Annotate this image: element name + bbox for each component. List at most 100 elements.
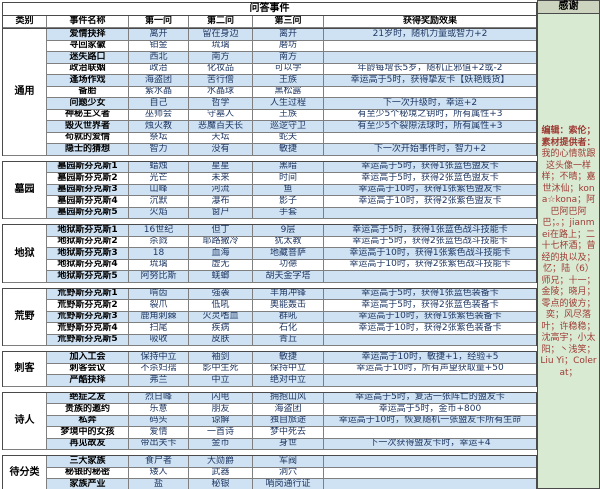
section-gap (2, 450, 537, 455)
event-name-cell: 三大家族 (47, 456, 129, 468)
answer3-cell: 羊角冲锋 (253, 288, 324, 300)
reward-cell (324, 271, 536, 283)
reward-cell: 21岁时，随机力量或智力+2 (324, 29, 536, 41)
answer1-cell: 16世纪 (129, 225, 189, 237)
section-荒野: 荒野 荒野斯芬克斯1 啃齿 强袭 羊角冲锋 幸运高于5时，获得1张蓝色装备卡 荒野斯芬克斯2… (2, 287, 537, 346)
reward-cell: 下一次获得盟友卡时，幸运+4 (324, 438, 536, 450)
answer3-cell: 黑松露 (253, 86, 324, 98)
col-header-question2: 第二问 (189, 16, 253, 28)
credits-editor: 编辑：索伦； (541, 126, 596, 136)
answer1-cell: 爱情 (129, 427, 189, 439)
answer1-cell: 裂爪 (129, 300, 189, 312)
answer2-cell: 中立 (189, 375, 253, 387)
answer2-cell: 耶路撒冷 (189, 236, 253, 248)
answer2-cell: 血海 (189, 248, 253, 260)
answer1-cell: 政治 (129, 63, 189, 75)
answer2-cell: 一首诗 (189, 427, 253, 439)
reward-cell (324, 456, 536, 468)
answer1-cell: 海盗团 (129, 75, 189, 87)
thanks-sidebar: 感谢 编辑：索伦； 素材提供者： 我的心情就跟这头像一样样；不晴；嘉世沐仙；ko… (537, 0, 600, 489)
event-name-cell: 毁灭世界者 (47, 121, 129, 133)
answer3-cell: 群吼 (253, 311, 324, 323)
answer1-cell: 火焰 (129, 207, 189, 219)
answer3-cell: 王族 (253, 109, 324, 121)
answer2-cell: 恶魔百夫长 (189, 121, 253, 133)
section-刺客: 刺客 加入工会 保持中立 袖剑 敏捷 幸运高于10时，敏捷+1，经验+5 刺客会议 不杀妇孺影… (2, 351, 537, 387)
answer1-cell: 码头 (129, 415, 189, 427)
reward-cell: 有至少5个秘境之钥时，所有属性+3 (324, 109, 536, 121)
event-name-cell: 地狱斯芬克斯4 (47, 259, 129, 271)
event-name-cell: 墓园斯芬克斯1 (47, 161, 129, 173)
reward-cell: 幸运高于5时，获得2张蓝色装备卡 (324, 300, 536, 312)
answer3-cell: 巡逻守卫 (253, 121, 324, 133)
reward-cell: 幸运高于10时，获得2张紫色战斗技能卡 (324, 259, 536, 271)
answer2-cell: 瀑布 (189, 196, 253, 208)
category-cell: 诗人 (3, 392, 47, 450)
section-gap (2, 282, 537, 288)
event-name-cell: 严酷抉择 (47, 375, 129, 387)
event-name-cell: 地狱斯芬克斯2 (47, 236, 129, 248)
reward-cell: 幸运高于10时，获得1张紫色战斗技能卡 (324, 248, 536, 260)
answer3-cell: 奥能轰击 (253, 300, 324, 312)
answer1-cell: 扫尾 (129, 323, 189, 335)
answer3-cell: 哨岗通行证 (253, 479, 324, 489)
answer3-cell: 海盗团 (253, 404, 324, 416)
reward-cell: 幸运高于5时，金币+800 (324, 404, 536, 416)
answer1-cell: 盐 (129, 479, 189, 489)
event-name-cell: 神秘主义者 (47, 109, 129, 121)
answer1-cell: 杀戮 (129, 236, 189, 248)
reward-cell: 幸运高于10时，敏捷+1，经验+5 (324, 352, 536, 364)
answer2-cell: 留在身边 (189, 29, 253, 41)
reward-cell: 下一次开始事件时，智力+2 (324, 144, 536, 156)
event-name-cell: 爱情抉择 (47, 29, 129, 41)
event-name-cell: 荒野斯芬克斯2 (47, 300, 129, 312)
answer3-cell: 地藏菩萨 (253, 248, 324, 260)
reward-cell: 幸运高于5时，获得1张蓝色战斗技能卡 (324, 225, 536, 237)
reward-cell: 幸运高于5时，获得2张蓝色战斗技能卡 (324, 236, 536, 248)
answer3-cell: 时间 (253, 173, 324, 185)
answer1-cell: 吸收 (129, 334, 189, 346)
section-gap (2, 386, 537, 392)
thanks-header: 感谢 (538, 1, 599, 14)
answer1-cell: 食尸者 (129, 456, 189, 468)
event-name-cell: 地狱斯芬克斯3 (47, 248, 129, 260)
col-header-category: 类别 (3, 16, 47, 28)
credits-providers-list: 我的心情就跟这头像一样样；不晴；嘉世沐仙；kona☆kona；阿巴阿巴阿巴；。；… (540, 149, 597, 378)
event-name-cell: 寻回家徽 (47, 40, 129, 52)
answer1-cell: 巫师会 (129, 109, 189, 121)
event-name-cell: 刺客会议 (47, 363, 129, 375)
answer2-cell: 琉璃 (189, 40, 253, 52)
answer2-cell: 低吼 (189, 300, 253, 312)
answer2-cell: 武器 (189, 467, 253, 479)
reward-cell: 幸运高于5时，获得挚友卡【妖艳贱货】 (324, 75, 536, 87)
answer2-cell: 强袭 (189, 288, 253, 300)
event-name-cell: 荒野斯芬克斯5 (47, 334, 129, 346)
reward-cell (324, 40, 536, 52)
answer1-cell: 紫水晶 (129, 86, 189, 98)
qa-events-table: 问答事件 类别 事件名称 第一问 第二问 第三问 获得奖励效果 通用 爱情抉择 离开… (2, 0, 537, 489)
event-name-cell: 梦境中的女孩 (47, 427, 129, 439)
credits-providers-label: 素材提供者： (541, 137, 596, 148)
event-name-cell: 隐士的猜想 (47, 144, 129, 156)
reward-cell: 幸运高于10时，获得1张紫色装备卡 (324, 311, 536, 323)
col-header-event-name: 事件名称 (47, 16, 129, 28)
sections-host: 通用 爱情抉择 离开 留在身边 离开 21岁时，随机力量或智力+2 寻回家徽 铂金 琉璃 磨坊 迷失… (2, 28, 537, 489)
answer2-cell: 袖剑 (189, 352, 253, 364)
answer3-cell: 可以学 (253, 63, 324, 75)
answer3-cell: 9层 (253, 225, 324, 237)
answer2-cell: 南方 (189, 52, 253, 64)
event-name-cell: 墓园斯芬克斯2 (47, 173, 129, 185)
reward-cell: 年龄每增长5岁，随机正邪值+2或-2 (324, 63, 536, 75)
answer3-cell: 绝对中立 (253, 375, 324, 387)
reward-cell: 幸运高于5时，获得2张蓝色盟友卡 (324, 173, 536, 185)
answer3-cell: 南方 (253, 52, 324, 64)
answer2-cell: 朋友 (189, 404, 253, 416)
reward-cell: 幸运高于10时，所有声望获取量+50 (324, 363, 536, 375)
event-name-cell: 荒野斯芬克斯3 (47, 311, 129, 323)
col-header-question3: 第三问 (253, 16, 324, 28)
answer3-cell: 梦中死去 (253, 427, 324, 439)
answer3-cell: 敏捷 (253, 144, 324, 156)
answer2-cell: 水晶球 (189, 86, 253, 98)
answer3-cell: 军阀 (253, 456, 324, 468)
